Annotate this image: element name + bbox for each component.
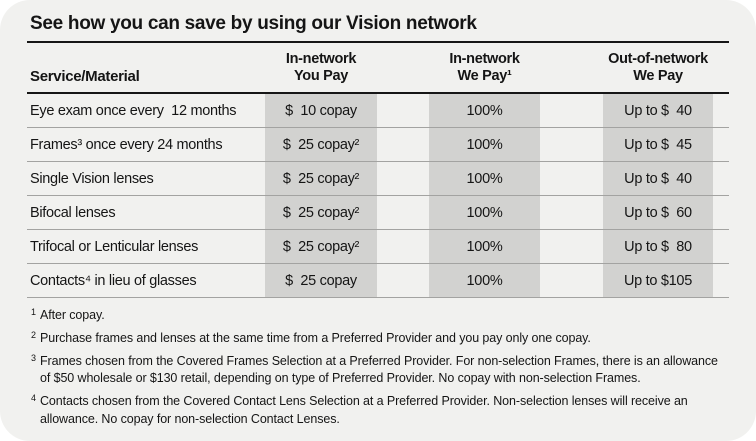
footnotes: 1 After copay. 2 Purchase frames and lense… [27,298,729,429]
we-pay-cell: 100% [429,128,540,161]
table-row: Eye exam once every 12 months $ 10 copay… [27,94,729,127]
we-pay-cell: 100% [429,264,540,297]
out-of-network-cell: Up to $ 45 [603,128,713,161]
gap-cell [540,264,603,297]
header-line: In-network [285,51,357,67]
we-pay-cell: 100% [429,196,540,229]
footnote-2: 2 Purchase frames and lenses at the same … [30,330,726,348]
footnote-marker: 4 [31,393,36,403]
tail-cell [713,94,729,127]
service-cell: Eye exam once every 12 months [30,102,237,119]
table-row: Contacts⁴ in lieu of glasses $ 25 copay … [27,263,729,297]
table-header-row: Service/Material In-network You Pay In-n… [27,43,729,92]
page-title: See how you can save by using our Vision… [27,0,729,43]
gap-cell [377,230,429,263]
table-row: Bifocal lenses $ 25 copay² 100% Up to $ … [27,195,729,229]
footnote-text: Contacts chosen from the Covered Contact… [40,394,688,426]
we-pay-cell: 100% [429,230,540,263]
out-of-network-cell: Up to $105 [603,264,713,297]
footnote-text: After copay. [40,308,105,322]
footnote-marker: 2 [31,329,36,340]
footnote-4: 4 Contacts chosen from the Covered Contac… [30,393,726,429]
gap-cell [540,196,603,229]
tail-cell [713,162,729,195]
header-out-of-network-we-pay: Out-of-network We Pay [603,51,713,85]
out-of-network-cell: Up to $ 40 [603,94,713,127]
tail-cell [713,264,729,297]
footnote-1: 1 After copay. [30,307,726,325]
out-of-network-cell: Up to $ 40 [603,162,713,195]
we-pay-cell: 100% [429,162,540,195]
you-pay-cell: $ 25 copay² [265,162,377,195]
gap-cell [540,230,603,263]
header-line: We Pay [633,68,683,84]
table-row: Single Vision lenses $ 25 copay² 100% Up… [27,161,729,195]
header-line: You Pay [293,68,349,84]
you-pay-cell: $ 25 copay² [265,128,377,161]
gap-cell [540,94,603,127]
gap-cell [377,264,429,297]
gap-cell [540,128,603,161]
service-cell: Contacts⁴ in lieu of glasses [30,272,197,289]
table-row: Trifocal or Lenticular lenses $ 25 copay… [27,229,729,263]
footnote-3: 3 Frames chosen from the Covered Frames S… [30,353,726,389]
table-body: Eye exam once every 12 months $ 10 copay… [27,92,729,298]
tail-cell [713,128,729,161]
you-pay-cell: $ 25 copay [265,264,377,297]
header-line: Out-of-network [608,51,708,67]
card-inner: See how you can save by using our Vision… [27,0,729,429]
we-pay-cell: 100% [429,94,540,127]
header-in-network-you-pay: In-network You Pay [265,51,377,85]
gap-cell [377,162,429,195]
table-row: Frames³ once every 24 months $ 25 copay²… [27,127,729,161]
service-cell: Single Vision lenses [30,170,154,187]
gap-cell [540,162,603,195]
out-of-network-cell: Up to $ 60 [603,196,713,229]
gap-cell [377,128,429,161]
footnote-text: Frames chosen from the Covered Frames Se… [40,353,718,386]
tail-cell [713,196,729,229]
tail-cell [713,230,729,263]
you-pay-cell: $ 10 copay [265,94,377,127]
header-in-network-we-pay: In-network We Pay¹ [429,51,540,85]
service-cell: Frames³ once every 24 months [30,136,223,153]
out-of-network-cell: Up to $ 80 [603,230,713,263]
header-service-material: Service/Material [30,68,140,85]
you-pay-cell: $ 25 copay² [265,196,377,229]
gap-cell [377,94,429,127]
footnote-text: Purchase frames and lenses at the same t… [40,330,591,345]
footnote-marker: 3 [31,352,36,363]
you-pay-cell: $ 25 copay² [265,230,377,263]
service-cell: Bifocal lenses [30,204,116,221]
header-line: In-network [449,51,520,67]
header-line: We Pay¹ [457,68,512,84]
service-cell: Trifocal or Lenticular lenses [30,238,199,255]
gap-cell [377,196,429,229]
footnote-marker: 1 [31,307,36,317]
